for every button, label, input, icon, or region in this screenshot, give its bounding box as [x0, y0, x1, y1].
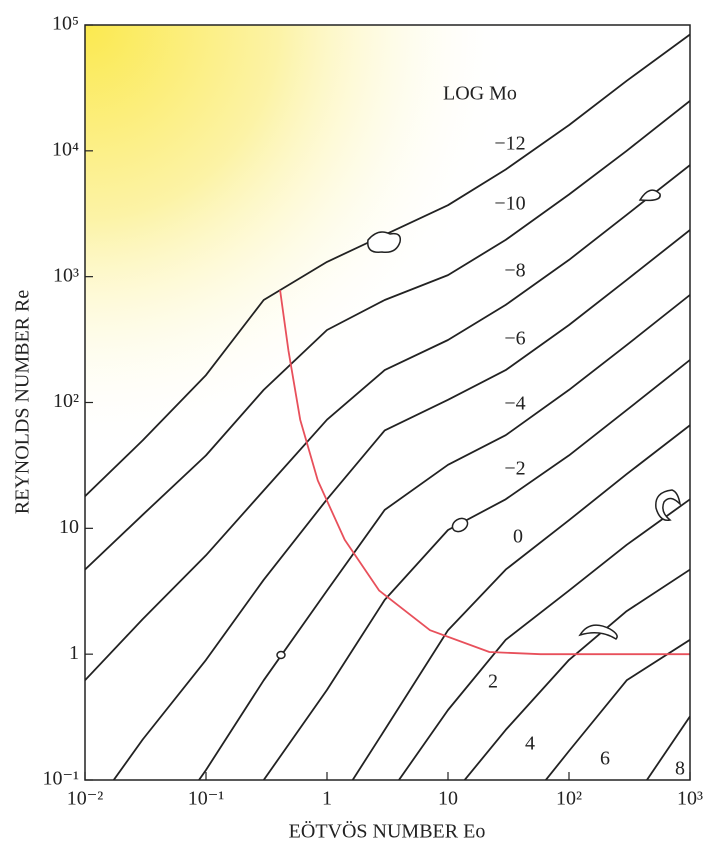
curve-label: −12: [494, 133, 525, 155]
curve-label: 8: [675, 758, 685, 780]
curve-label: −6: [504, 328, 525, 350]
y-tick-label: 10⁵: [52, 13, 79, 35]
curve-label: 0: [513, 526, 523, 548]
spherical-icon: [276, 650, 286, 660]
curve: [112, 229, 690, 780]
curve-label: 6: [600, 748, 610, 770]
curve: [544, 639, 690, 780]
dimpled-icon: [578, 624, 618, 640]
curve: [351, 424, 690, 780]
curve: [197, 294, 690, 780]
curve-label: −10: [494, 193, 525, 215]
curve: [279, 290, 690, 656]
y-tick-label: 10⁴: [52, 138, 79, 160]
x-tick-label: 10: [438, 788, 458, 810]
curve-label: −8: [504, 260, 525, 282]
y-tick-label: 10⁻¹: [42, 768, 79, 790]
curve-label: 4: [525, 733, 535, 755]
x-axis-label: EÖTVÖS NUMBER Eo: [289, 820, 486, 843]
curve-label: −2: [504, 458, 525, 480]
x-tick-label: 1: [322, 788, 332, 810]
y-tick-label: 10: [59, 516, 79, 538]
ellipsoidal-icon: [451, 517, 469, 533]
curve: [85, 164, 690, 681]
curve: [463, 568, 690, 780]
x-tick-label: 10³: [677, 788, 703, 810]
curve: [645, 715, 690, 780]
wobbling-icon: [367, 231, 402, 254]
background-glow: [85, 25, 690, 780]
curve: [85, 100, 690, 571]
y-tick-label: 10²: [53, 390, 79, 412]
shape-icons: [276, 189, 682, 660]
x-tick-label: 10²: [556, 788, 582, 810]
curve-label: 2: [488, 671, 498, 693]
cap-icon: [638, 189, 661, 202]
curves: [85, 33, 690, 780]
annotation: LOG Mo: [443, 83, 517, 105]
skirted-icon: [655, 489, 682, 521]
curve: [397, 498, 690, 780]
x-tick-label: 10⁻²: [67, 788, 104, 810]
x-tick-label: 10⁻¹: [188, 788, 225, 810]
y-tick-label: 1: [69, 642, 79, 664]
curve: [262, 359, 690, 780]
y-axis-label: REYNOLDS NUMBER Re: [12, 290, 34, 515]
y-tick-label: 10³: [53, 264, 79, 286]
curve-label: −4: [504, 393, 525, 415]
